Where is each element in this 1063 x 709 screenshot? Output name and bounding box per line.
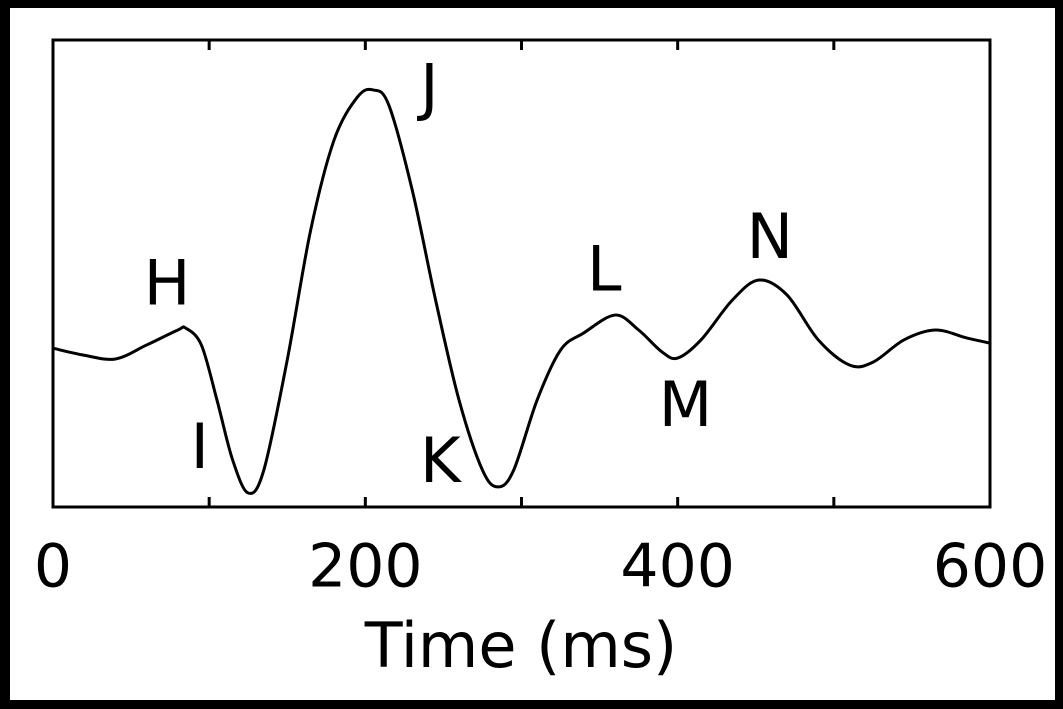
x-tick-label: 400 — [620, 532, 735, 602]
annotation: J — [416, 50, 438, 123]
annotation: M — [659, 368, 713, 441]
line — [52, 87, 991, 495]
x-tick-label: 200 — [308, 532, 423, 602]
x-tick-label: 600 — [933, 532, 1048, 602]
annotation: N — [747, 200, 793, 273]
annotation: K — [420, 424, 462, 497]
x-tick-label: 0 — [34, 532, 72, 602]
annotation: L — [587, 233, 622, 306]
annotation: H — [144, 247, 191, 320]
background — [10, 8, 1055, 700]
annotation: I — [191, 410, 209, 483]
x-axis-label: Time (ms) — [364, 609, 678, 682]
